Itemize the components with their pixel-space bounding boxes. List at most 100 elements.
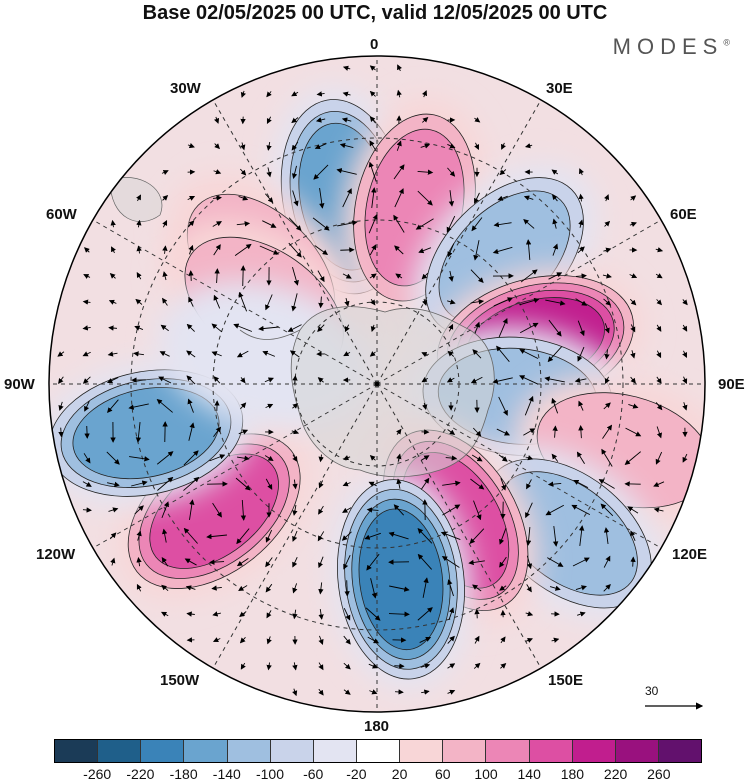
colorbar-tick-label: 60 [435,766,451,782]
wind-vector-arrow [547,481,562,487]
wind-vector-arrow [58,401,64,411]
wind-vector-arrow [496,428,511,436]
colorbar-segment [658,740,702,762]
colorbar-segment [356,740,401,762]
wind-vector-arrow [474,192,480,204]
wind-vector-arrow [525,239,532,261]
wind-vector-arrow [342,481,351,487]
colorbar-segment [270,740,314,762]
wind-vector-arrow [604,194,610,202]
wind-vector-arrow [368,481,377,487]
wind-vector-arrow [262,350,276,357]
wind-vector-arrow [422,402,428,411]
wind-vector-arrow [212,221,222,227]
colorbar-tick-label: 20 [391,766,408,782]
wind-vector-arrow [240,377,246,384]
wind-vector-arrow [292,479,298,490]
wind-vector-arrow [211,351,222,357]
wind-vector-arrow [448,323,454,332]
wind-vector-arrow [188,296,194,307]
wind-vector-arrow [474,321,481,334]
colorbar-tick-label: 220 [603,766,628,782]
wind-vector-arrow [603,402,611,410]
wind-vector-arrow [578,193,584,202]
wind-vector-arrow [496,345,510,363]
wind-vector-arrow [239,611,247,618]
colorbar-tick-label: -220 [126,766,155,782]
wind-vector-arrow [289,350,300,358]
wind-vector-arrow [393,164,405,180]
wind-vector-arrow [214,116,220,124]
colorbar-tick-label: -100 [255,766,285,782]
meridian-line [212,383,378,669]
wind-vector-arrow [58,427,64,438]
wind-vector-arrow [422,298,428,306]
wind-vector-arrow [343,662,351,670]
wind-vector-arrow [603,527,610,545]
wind-vector-arrow [188,422,195,441]
wind-vector-arrow [160,611,169,617]
wind-vector-arrow [266,91,272,98]
wind-vector-arrow [369,116,377,124]
wind-vector-arrow [213,244,221,256]
wind-vector-arrow [370,324,376,332]
wind-vector-arrow [604,376,610,385]
modes-logo: MODES® [613,34,730,60]
wind-vector-arrow [343,351,351,357]
wind-vector-arrow [236,350,249,358]
wind-vector-arrow [317,531,325,542]
wind-vector-arrow [342,188,352,208]
wind-vector-arrow [396,140,402,151]
wind-vector-arrow [184,558,197,566]
wind-vector-arrow [369,273,377,279]
wind-vector-arrow [369,244,377,256]
wind-vector-arrow [419,636,432,643]
wind-vector-arrow [544,376,565,383]
meridian-line [92,383,378,549]
wind-vector-arrow [471,217,483,232]
wind-vector-arrow [82,299,91,305]
wind-vector-arrow [548,319,562,337]
wind-vector-arrow [630,376,636,384]
wind-vector-arrow [545,504,565,516]
wind-vector-arrow [389,585,410,592]
wind-vector-arrow [630,195,637,201]
wind-vector-arrow [318,582,324,595]
wind-vector-arrow [161,501,169,519]
wind-vector-arrow [157,476,174,491]
wind-vector-arrow [577,611,586,617]
wind-vector-arrow [469,528,485,544]
wind-vector-arrow [367,636,380,644]
wind-vector-arrow [341,531,352,541]
wind-vector-arrow [291,429,300,435]
wind-vector-arrow [342,273,352,279]
wind-vector-arrow [602,424,613,439]
wind-vector-arrow [474,635,480,644]
wind-vector-arrow [447,143,456,149]
wind-vector-arrow [526,555,533,570]
wind-vectors [57,64,688,697]
wind-vector-arrow [470,376,483,384]
wind-vector-arrow [575,585,587,591]
wind-vector-arrow [578,525,585,546]
wind-vector-arrow [366,507,379,513]
wind-vector-arrow [369,455,376,461]
wind-vector-arrow [578,424,584,439]
wind-vector-arrow [653,507,664,513]
wind-vector-arrow [318,688,324,696]
wind-vector-arrow [573,479,589,489]
wind-vector-arrow [547,557,564,567]
registered-mark: ® [723,37,730,48]
wind-vector-arrow [342,91,351,97]
wind-vector-arrow [448,190,455,207]
wind-vector-arrow [492,377,513,384]
wind-vector-arrow [187,195,196,201]
lon-label-30e: 30E [546,80,573,97]
wind-vector-arrow [519,349,539,359]
wind-vector-arrow [655,247,664,253]
wind-vector-arrow [343,455,351,461]
wind-vector-arrow [264,455,274,462]
wind-vector-arrow [366,553,380,571]
wind-vector-arrow [292,530,298,542]
wind-vector-arrow [315,117,326,123]
